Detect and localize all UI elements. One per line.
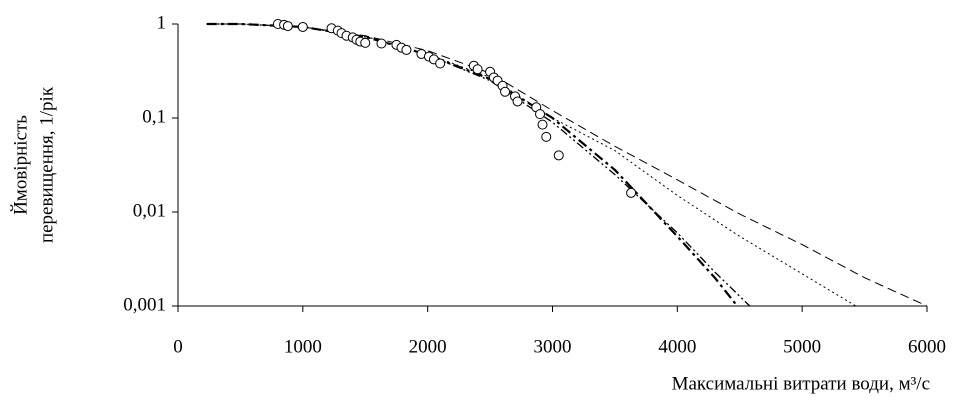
curve	[206, 23, 857, 307]
data-point	[297, 21, 308, 32]
x-tick-label: 6000	[908, 336, 946, 357]
x-tick-label: 1000	[284, 336, 322, 357]
x-tick-label: 3000	[534, 336, 572, 357]
curve	[206, 23, 928, 307]
data-point	[541, 131, 552, 142]
x-tick-label: 2000	[409, 336, 447, 357]
y-tick-label: 1	[157, 12, 167, 33]
data-point	[537, 119, 548, 130]
y-tick-label: 0,1	[142, 106, 166, 127]
y-tick-label: 0,01	[133, 200, 166, 221]
data-point	[360, 37, 371, 48]
x-axis-label: Максимальні витрати води, м³/с	[672, 373, 930, 394]
data-point	[435, 58, 446, 69]
y-axis-label: Ймовірність	[10, 115, 31, 215]
data-point	[376, 38, 387, 49]
x-tick-label: 4000	[658, 336, 696, 357]
y-axis-label: перевищення, 1/рік	[36, 86, 57, 243]
data-point	[535, 109, 546, 120]
data-point	[472, 64, 483, 75]
data-point	[282, 21, 293, 32]
data-point	[626, 187, 637, 198]
data-point	[500, 86, 511, 97]
y-tick-label: 0,001	[123, 294, 166, 315]
x-tick-label: 0	[173, 336, 183, 357]
data-point	[401, 44, 412, 55]
data-point	[553, 150, 564, 161]
data-point	[512, 96, 523, 107]
x-tick-label: 5000	[783, 336, 821, 357]
